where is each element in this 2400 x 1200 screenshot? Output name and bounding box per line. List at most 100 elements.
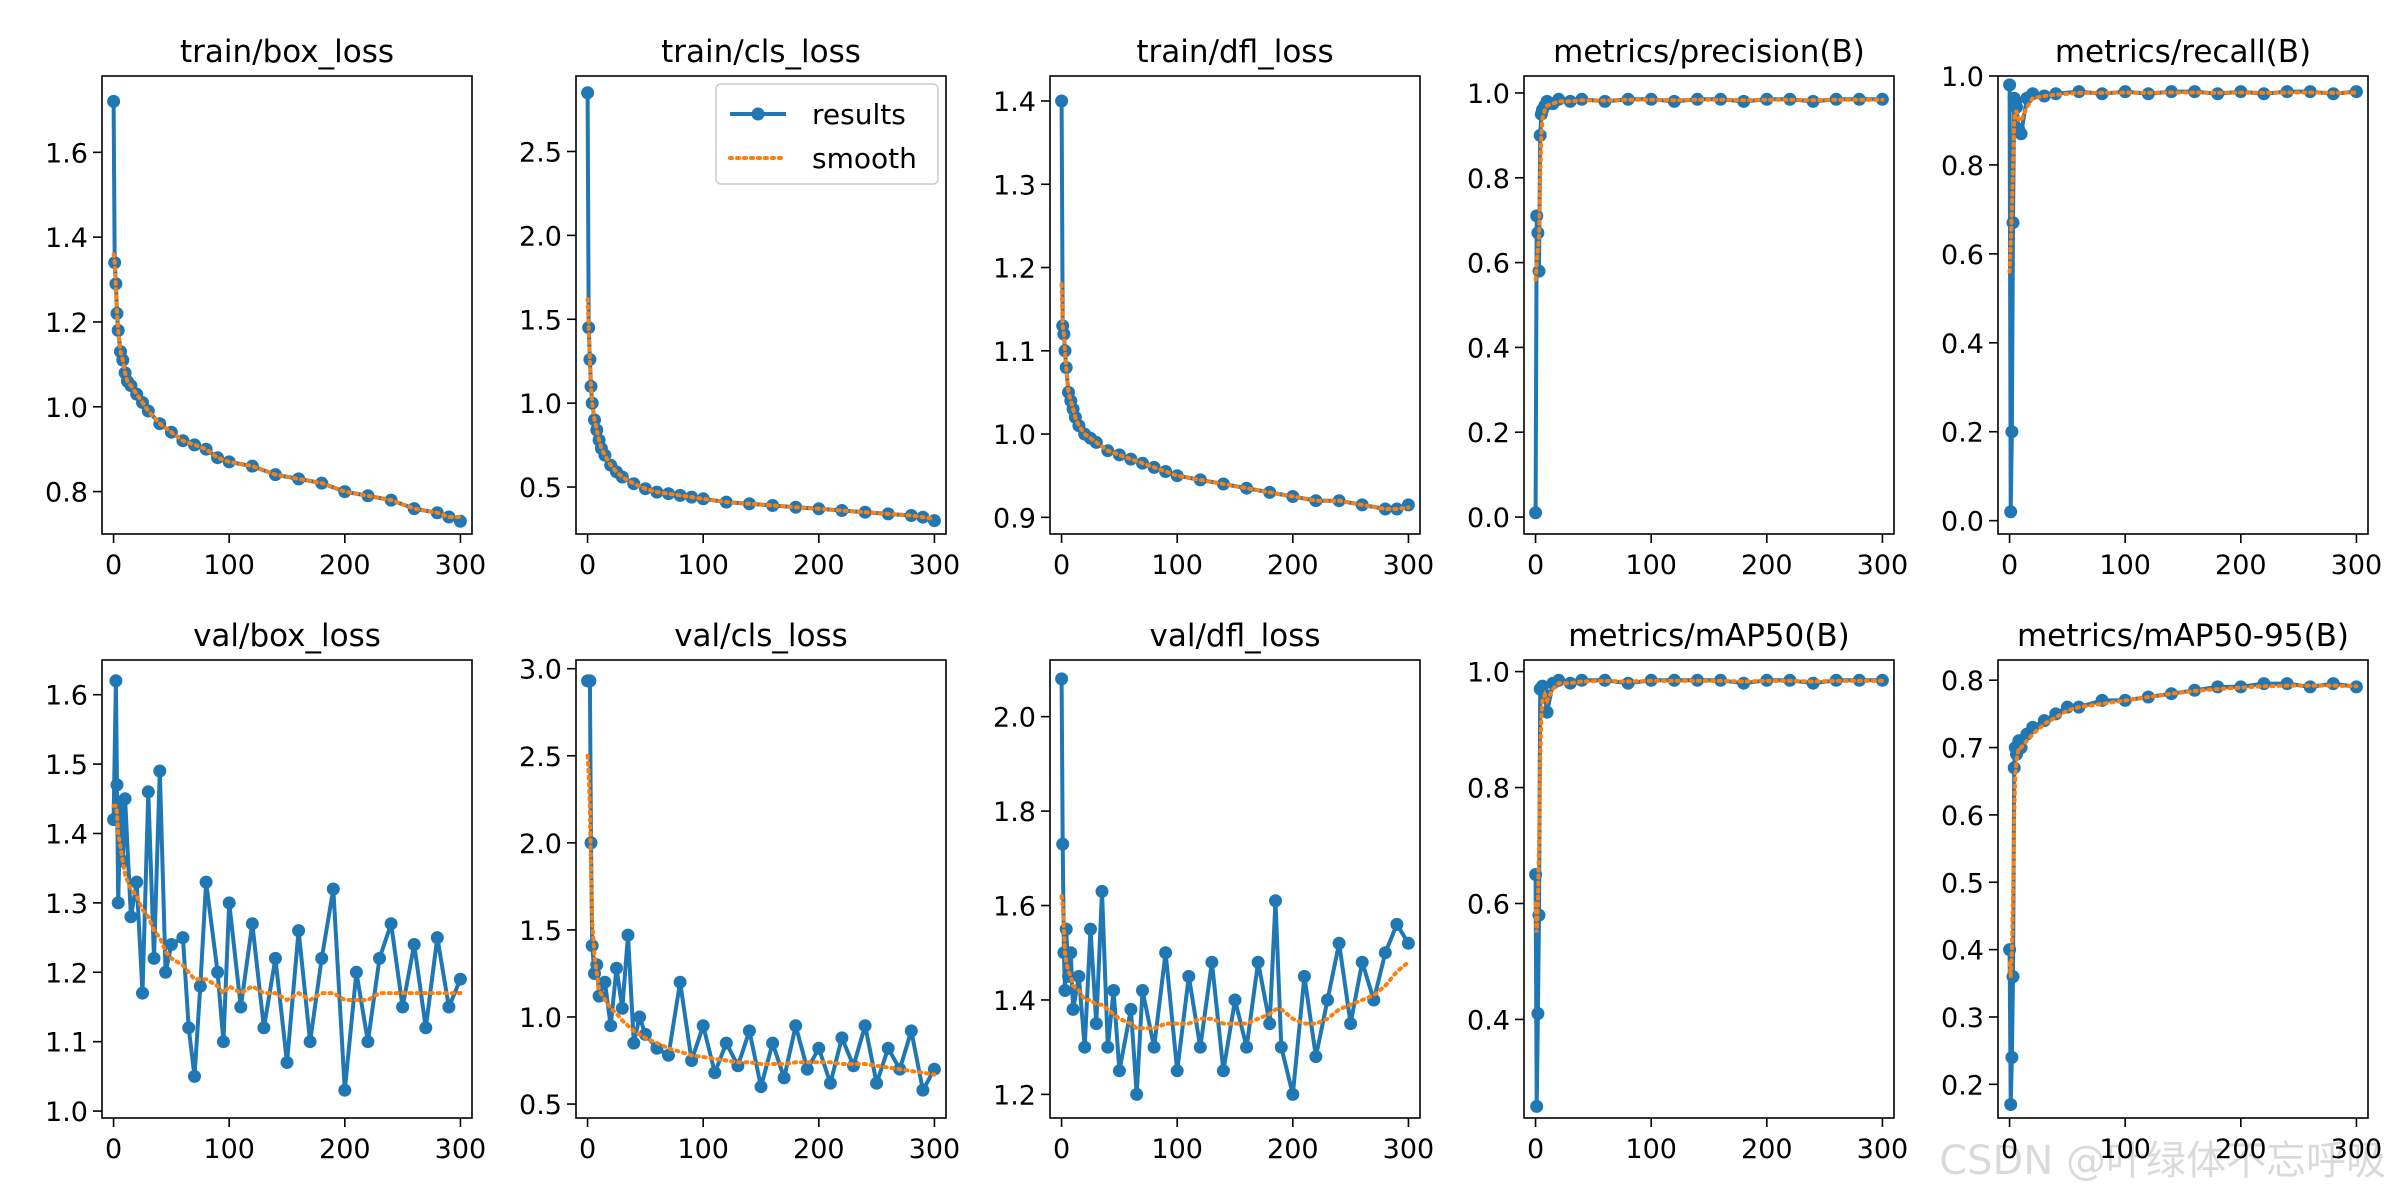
results-point — [419, 1021, 433, 1035]
subplot-title: val/cls_loss — [674, 618, 848, 654]
x-tick-label: 100 — [677, 1134, 729, 1165]
results-point — [315, 951, 329, 965]
y-tick-label: 1.0 — [519, 389, 562, 420]
x-tick-label: 100 — [677, 550, 729, 581]
y-tick-label: 1.0 — [993, 420, 1036, 451]
subplot-val-cls-loss: val/cls_loss 0 100 200 300 0.5 1.0 1.5 2.0 2.5 3.0 — [519, 618, 960, 1165]
y-tick-label: 1.8 — [993, 797, 1036, 828]
results-point — [1269, 894, 1282, 908]
subplot-train-box-loss: train/box_loss 0 100 200 300 0.8 1.0 1.2 1.4 1.6 — [45, 34, 486, 581]
y-tick-label: 1.3 — [45, 889, 88, 920]
results-point — [696, 1019, 710, 1033]
results-point — [583, 353, 597, 366]
axes-frame — [1523, 75, 1895, 535]
y-tick-label: 0.3 — [1941, 1003, 1984, 1034]
results-point — [1530, 209, 1544, 223]
x-tick-label: 200 — [2215, 1134, 2267, 1165]
results-point — [598, 975, 612, 989]
results-point — [2164, 687, 2178, 701]
results-point — [1274, 1040, 1288, 1054]
plot-area — [581, 86, 941, 528]
results-point — [610, 961, 623, 975]
results-point — [111, 896, 125, 910]
subplot-title: metrics/mAP50-95(B) — [2017, 618, 2349, 654]
results-point — [916, 1083, 930, 1097]
results-series-line — [111, 678, 463, 1093]
results-point — [662, 487, 675, 501]
results-point — [1095, 884, 1109, 898]
y-tick-label: 0.8 — [1941, 151, 1984, 182]
x-tick-label: 300 — [909, 550, 961, 581]
results-point — [234, 1000, 248, 1014]
x-tick-label: 200 — [2215, 550, 2267, 581]
results-series-line — [2007, 84, 2357, 514]
subplot-train-dfl-loss: train/dfl_loss 0 100 200 300 0.9 1.0 1.1 1.2 1.3 1… — [993, 34, 1434, 581]
results-point — [823, 1076, 837, 1090]
results-point — [268, 951, 282, 965]
results-point — [1297, 969, 1311, 983]
results-point — [627, 1036, 641, 1050]
y-tick-label: 1.3 — [993, 170, 1036, 201]
x-tick-label: 0 — [105, 550, 122, 581]
x-tick-label: 0 — [1527, 1134, 1544, 1165]
y-tick-label: 0.8 — [1467, 164, 1510, 195]
y-tick-label: 0.9 — [993, 503, 1036, 534]
y-tick-label: 0.6 — [1467, 889, 1510, 920]
results-point — [1064, 946, 1078, 960]
results-point — [2037, 714, 2051, 728]
results-point — [109, 674, 123, 688]
x-tick-label: 300 — [435, 1134, 487, 1165]
results-point — [1066, 1002, 1080, 1016]
legend-results-label: results — [812, 98, 906, 131]
results-point — [1263, 1017, 1277, 1031]
results-point — [199, 875, 213, 889]
x-tick-label: 300 — [1857, 550, 1909, 581]
y-tick-label: 1.1 — [45, 1028, 88, 1059]
results-point — [124, 910, 138, 924]
y-tick-label: 1.4 — [45, 819, 88, 850]
results-point — [858, 1019, 872, 1033]
results-point — [1401, 936, 1415, 950]
y-tick-label: 0.4 — [1941, 329, 1984, 360]
results-point — [1159, 946, 1173, 960]
results-point — [303, 1035, 317, 1049]
y-tick-label: 1.1 — [993, 337, 1036, 368]
x-tick-label: 100 — [2099, 550, 2151, 581]
results-series-line — [1059, 678, 1411, 1097]
subplot-metrics-precision-b: metrics/precision(B) 0 100 200 300 0.0 0.2 0.4 0… — [1467, 34, 1908, 581]
results-point — [696, 492, 710, 506]
results-point — [812, 1041, 826, 1055]
results-point — [835, 504, 849, 517]
smooth-series-line — [585, 297, 937, 521]
results-point — [159, 965, 173, 979]
plot-area — [2003, 677, 2363, 1111]
results-point — [1286, 1087, 1300, 1101]
results-point — [1309, 494, 1323, 508]
results-point — [881, 1041, 895, 1055]
y-tick-label: 1.0 — [519, 1003, 562, 1034]
y-tick-label: 0.5 — [1941, 868, 1984, 899]
axes-frame — [575, 659, 947, 1119]
x-tick-label: 200 — [1267, 1134, 1319, 1165]
results-point — [292, 472, 306, 486]
results-point — [2005, 425, 2019, 439]
results-point — [2349, 85, 2363, 99]
legend-results-marker — [751, 107, 765, 121]
results-point — [211, 965, 225, 979]
y-tick-label: 0.2 — [1467, 418, 1510, 449]
smooth-series-line — [2007, 683, 2359, 977]
results-point — [1621, 92, 1635, 106]
results-point — [1059, 922, 1073, 936]
subplot-train-cls-loss: train/cls_loss 0 100 200 300 0.5 1.0 1.5 2.0 2.5 — [519, 34, 960, 581]
x-tick-label: 300 — [1383, 1134, 1435, 1165]
x-tick-label: 200 — [793, 550, 845, 581]
results-point — [1531, 1007, 1545, 1021]
y-tick-label: 0.2 — [1941, 418, 1984, 449]
results-point — [222, 896, 236, 910]
results-point — [361, 1035, 375, 1049]
results-point — [2003, 943, 2017, 957]
results-point — [2005, 1050, 2019, 1064]
x-tick-label: 300 — [909, 1134, 961, 1165]
results-point — [870, 1076, 884, 1090]
